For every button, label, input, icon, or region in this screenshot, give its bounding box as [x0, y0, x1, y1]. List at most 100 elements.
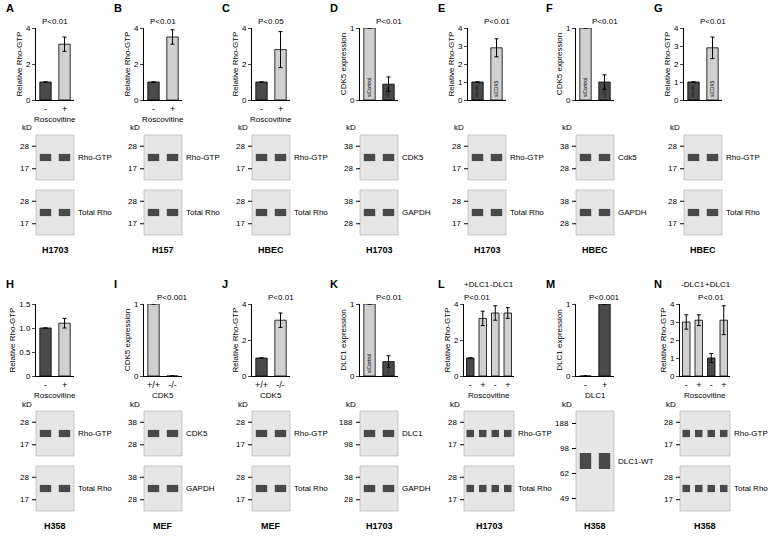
svg-text:-: -: [44, 380, 47, 390]
svg-text:HBEC: HBEC: [582, 245, 608, 255]
svg-text:0: 0: [566, 372, 571, 381]
svg-text:28: 28: [20, 473, 29, 482]
svg-text:Rho-GTP: Rho-GTP: [518, 429, 552, 438]
svg-text:28: 28: [128, 197, 137, 206]
svg-text:3: 3: [674, 42, 679, 51]
svg-text:0: 0: [242, 372, 247, 381]
svg-text:+: +: [696, 380, 701, 390]
svg-text:Relative Rho-GTP: Relative Rho-GTP: [123, 32, 132, 97]
svg-text:Cdk5: Cdk5: [618, 153, 637, 162]
svg-text:+: +: [62, 104, 67, 114]
svg-text:0: 0: [134, 96, 139, 105]
svg-text:4: 4: [26, 24, 31, 33]
svg-text:H157: H157: [152, 245, 174, 255]
svg-text:siControl: siControl: [475, 85, 479, 97]
svg-text:Total Rho: Total Rho: [186, 208, 220, 217]
svg-text:2: 2: [454, 336, 459, 345]
svg-text:Roscovitine: Roscovitine: [468, 391, 510, 400]
svg-text:28: 28: [344, 219, 353, 228]
svg-text:2: 2: [670, 336, 675, 345]
svg-text:kD: kD: [562, 123, 572, 132]
svg-text:+: +: [278, 104, 283, 114]
svg-text:1: 1: [350, 300, 355, 309]
svg-text:49: 49: [560, 494, 569, 503]
svg-text:CDK5: CDK5: [152, 391, 174, 400]
svg-text:0: 0: [454, 372, 459, 381]
svg-text:H1703: H1703: [476, 521, 503, 531]
svg-text:F: F: [546, 2, 553, 14]
svg-text:CDK5 expression: CDK5 expression: [339, 33, 348, 95]
svg-text:Relative Rho-GTP: Relative Rho-GTP: [8, 308, 17, 373]
svg-text:M: M: [546, 278, 555, 290]
svg-text:H: H: [6, 278, 14, 290]
svg-text:kD: kD: [22, 400, 32, 409]
svg-text:K: K: [330, 278, 338, 290]
svg-text:kD: kD: [670, 123, 680, 132]
svg-text:2: 2: [458, 60, 463, 69]
svg-text:1: 1: [566, 24, 571, 33]
svg-text:38: 38: [344, 197, 353, 206]
svg-text:4: 4: [674, 24, 679, 33]
svg-text:kD: kD: [130, 123, 140, 132]
svg-text:-: -: [494, 380, 497, 390]
svg-text:4: 4: [242, 24, 247, 33]
svg-text:B: B: [114, 2, 122, 14]
svg-text:E: E: [438, 2, 445, 14]
svg-text:0: 0: [458, 96, 463, 105]
svg-text:38: 38: [344, 473, 353, 482]
svg-text:17: 17: [236, 219, 245, 228]
svg-text:P<0.001: P<0.001: [157, 293, 188, 302]
svg-text:Total Rho: Total Rho: [78, 208, 112, 217]
svg-text:H1703: H1703: [474, 245, 501, 255]
svg-text:17: 17: [236, 495, 245, 504]
svg-text:kD: kD: [562, 400, 572, 409]
svg-text:38: 38: [560, 197, 569, 206]
svg-text:+DLC1: +DLC1: [464, 280, 490, 289]
svg-text:Rho-GTP: Rho-GTP: [78, 429, 112, 438]
svg-text:Roscovitine: Roscovitine: [684, 391, 726, 400]
svg-text:+/+: +/+: [147, 380, 160, 390]
svg-text:2: 2: [134, 60, 139, 69]
svg-text:siCDK5: siCDK5: [494, 80, 499, 97]
svg-text:17: 17: [20, 164, 29, 173]
svg-text:4: 4: [458, 24, 463, 33]
svg-text:Roscovitine: Roscovitine: [142, 115, 184, 124]
svg-text:38: 38: [560, 142, 569, 151]
svg-text:Total Rho: Total Rho: [510, 208, 544, 217]
svg-text:0: 0: [350, 96, 355, 105]
svg-text:4: 4: [454, 300, 459, 309]
svg-text:28: 28: [236, 142, 245, 151]
svg-text:2: 2: [242, 60, 247, 69]
svg-text:1: 1: [458, 78, 463, 87]
svg-text:98: 98: [344, 440, 353, 449]
svg-text:P<0.05: P<0.05: [258, 17, 284, 26]
svg-text:-: -: [469, 380, 472, 390]
svg-text:17: 17: [20, 440, 29, 449]
svg-text:28: 28: [668, 197, 677, 206]
svg-text:0: 0: [134, 372, 139, 381]
svg-text:+: +: [480, 380, 485, 390]
svg-text:L: L: [438, 278, 445, 290]
svg-text:28: 28: [236, 197, 245, 206]
svg-text:38: 38: [128, 473, 137, 482]
svg-text:1: 1: [350, 24, 355, 33]
svg-text:-: -: [152, 104, 155, 114]
svg-text:MEF: MEF: [153, 521, 173, 531]
svg-text:P<0.01: P<0.01: [700, 17, 726, 26]
svg-text:0: 0: [674, 96, 679, 105]
svg-text:P<0.01: P<0.01: [150, 17, 176, 26]
svg-text:28: 28: [560, 219, 569, 228]
svg-text:28: 28: [452, 142, 461, 151]
svg-text:0: 0: [242, 96, 247, 105]
svg-text:Rho-GTP: Rho-GTP: [294, 429, 328, 438]
svg-text:HBEC: HBEC: [258, 245, 284, 255]
svg-text:28: 28: [20, 418, 29, 427]
svg-text:kD: kD: [130, 400, 140, 409]
svg-text:17: 17: [128, 164, 137, 173]
svg-text:1: 1: [566, 300, 571, 309]
svg-text:kD: kD: [22, 123, 32, 132]
svg-text:0: 0: [566, 96, 571, 105]
svg-text:98: 98: [560, 444, 569, 453]
svg-text:2: 2: [674, 60, 679, 69]
svg-text:H358: H358: [44, 521, 66, 531]
